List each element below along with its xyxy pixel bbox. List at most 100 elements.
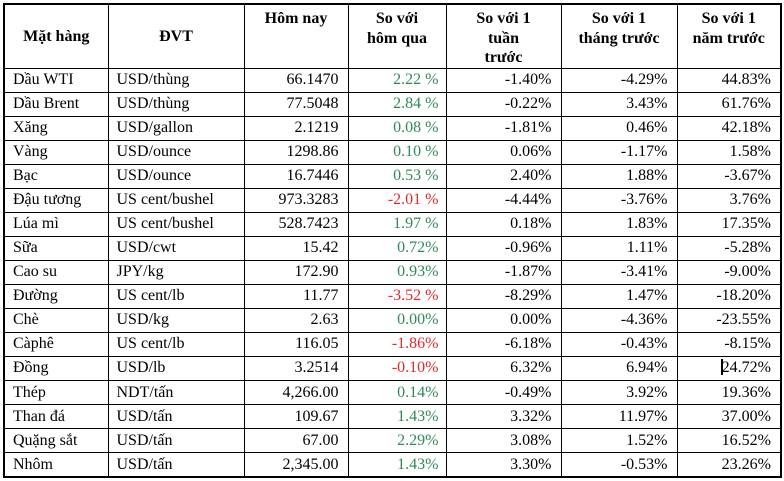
change-today-cell[interactable]: 1.43% xyxy=(347,403,447,429)
today-cell[interactable]: 67.00 xyxy=(243,427,349,453)
commodity-cell[interactable]: Đồng xyxy=(3,355,109,381)
change-month-cell[interactable]: 11.97% xyxy=(560,403,678,429)
change-year-cell[interactable]: 61.76% xyxy=(676,91,782,117)
change-month-cell[interactable]: 6.94% xyxy=(560,355,678,381)
today-cell[interactable]: 77.5048 xyxy=(243,91,349,117)
today-cell[interactable]: 2.1219 xyxy=(243,115,349,141)
change-year-cell[interactable]: -23.55% xyxy=(676,307,782,333)
change-week-cell[interactable]: -1.40% xyxy=(445,67,562,93)
change-week-cell[interactable]: 6.32% xyxy=(445,355,562,381)
col-header-commodity[interactable]: Mặt hàng xyxy=(3,3,109,69)
change-week-cell[interactable]: 3.08% xyxy=(445,427,562,453)
change-year-cell[interactable]: 42.18% xyxy=(676,115,782,141)
col-header-vs-month[interactable]: So với 1 tháng trước xyxy=(560,3,678,69)
change-week-cell[interactable]: -0.96% xyxy=(445,235,562,261)
change-month-cell[interactable]: -3.76% xyxy=(560,187,678,213)
change-today-cell[interactable]: 2.84 % xyxy=(347,91,447,117)
change-week-cell[interactable]: -8.29% xyxy=(445,283,562,309)
change-today-cell[interactable]: 0.14% xyxy=(347,379,447,405)
change-year-cell[interactable]: 1.58% xyxy=(676,139,782,165)
change-year-cell[interactable]: -9.00% xyxy=(676,259,782,285)
unit-cell[interactable]: US cent/bushel xyxy=(107,211,245,237)
unit-cell[interactable]: USD/cwt xyxy=(107,235,245,261)
change-today-cell[interactable]: 0.72% xyxy=(347,235,447,261)
change-today-cell[interactable]: -3.52 % xyxy=(347,283,447,309)
change-month-cell[interactable]: -4.29% xyxy=(560,67,678,93)
unit-cell[interactable]: USD/tấn xyxy=(107,427,245,453)
change-month-cell[interactable]: 1.11% xyxy=(560,235,678,261)
unit-cell[interactable]: USD/ounce xyxy=(107,163,245,189)
change-week-cell[interactable]: -1.87% xyxy=(445,259,562,285)
today-cell[interactable]: 11.77 xyxy=(243,283,349,309)
change-month-cell[interactable]: 1.52% xyxy=(560,427,678,453)
change-month-cell[interactable]: -4.36% xyxy=(560,307,678,333)
today-cell[interactable]: 109.67 xyxy=(243,403,349,429)
today-cell[interactable]: 16.7446 xyxy=(243,163,349,189)
commodity-cell[interactable]: Đậu tương xyxy=(3,187,109,213)
change-year-cell[interactable]: 23.26% xyxy=(676,451,782,478)
change-month-cell[interactable]: -1.17% xyxy=(560,139,678,165)
today-cell[interactable]: 15.42 xyxy=(243,235,349,261)
unit-cell[interactable]: US cent/bushel xyxy=(107,187,245,213)
change-today-cell[interactable]: -1.86% xyxy=(347,331,447,357)
commodity-cell[interactable]: Thép xyxy=(3,379,109,405)
commodity-cell[interactable]: Sữa xyxy=(3,235,109,261)
change-today-cell[interactable]: 1.43% xyxy=(347,451,447,478)
change-month-cell[interactable]: 3.92% xyxy=(560,379,678,405)
today-cell[interactable]: 528.7423 xyxy=(243,211,349,237)
change-week-cell[interactable]: 0.00% xyxy=(445,307,562,333)
col-header-vs-week[interactable]: So với 1 tuần trước xyxy=(445,3,562,69)
change-today-cell[interactable]: 1.97 % xyxy=(347,211,447,237)
change-today-cell[interactable]: 0.93% xyxy=(347,259,447,285)
change-month-cell[interactable]: 1.83% xyxy=(560,211,678,237)
commodity-cell[interactable]: Than đá xyxy=(3,403,109,429)
unit-cell[interactable]: USD/tấn xyxy=(107,403,245,429)
change-year-cell[interactable]: 24.72% xyxy=(676,355,782,381)
commodity-cell[interactable]: Xăng xyxy=(3,115,109,141)
commodity-cell[interactable]: Vàng xyxy=(3,139,109,165)
change-today-cell[interactable]: 0.00% xyxy=(347,307,447,333)
change-year-cell[interactable]: 3.76% xyxy=(676,187,782,213)
change-week-cell[interactable]: -0.49% xyxy=(445,379,562,405)
commodity-cell[interactable]: Lúa mì xyxy=(3,211,109,237)
today-cell[interactable]: 2.63 xyxy=(243,307,349,333)
change-week-cell[interactable]: 2.40% xyxy=(445,163,562,189)
unit-cell[interactable]: USD/tấn xyxy=(107,451,245,478)
change-today-cell[interactable]: 0.10 % xyxy=(347,139,447,165)
today-cell[interactable]: 2,345.00 xyxy=(243,451,349,478)
change-today-cell[interactable]: 0.53 % xyxy=(347,163,447,189)
change-month-cell[interactable]: -0.43% xyxy=(560,331,678,357)
change-month-cell[interactable]: 0.46% xyxy=(560,115,678,141)
col-header-unit[interactable]: ĐVT xyxy=(107,3,245,69)
commodity-cell[interactable]: Nhôm xyxy=(3,451,109,478)
change-year-cell[interactable]: 16.52% xyxy=(676,427,782,453)
change-week-cell[interactable]: -6.18% xyxy=(445,331,562,357)
change-month-cell[interactable]: 1.47% xyxy=(560,283,678,309)
change-week-cell[interactable]: -4.44% xyxy=(445,187,562,213)
commodity-cell[interactable]: Dầu Brent xyxy=(3,91,109,117)
change-today-cell[interactable]: 0.08 % xyxy=(347,115,447,141)
unit-cell[interactable]: USD/lb xyxy=(107,355,245,381)
change-year-cell[interactable]: 19.36% xyxy=(676,379,782,405)
change-year-cell[interactable]: 44.83% xyxy=(676,67,782,93)
commodity-cell[interactable]: Bạc xyxy=(3,163,109,189)
change-year-cell[interactable]: -8.15% xyxy=(676,331,782,357)
change-month-cell[interactable]: 3.43% xyxy=(560,91,678,117)
unit-cell[interactable]: USD/ounce xyxy=(107,139,245,165)
change-week-cell[interactable]: 3.32% xyxy=(445,403,562,429)
change-month-cell[interactable]: 1.88% xyxy=(560,163,678,189)
change-today-cell[interactable]: -0.10% xyxy=(347,355,447,381)
unit-cell[interactable]: US cent/lb xyxy=(107,331,245,357)
unit-cell[interactable]: NDT/tấn xyxy=(107,379,245,405)
commodity-cell[interactable]: Quặng sắt xyxy=(3,427,109,453)
unit-cell[interactable]: USD/gallon xyxy=(107,115,245,141)
change-month-cell[interactable]: -3.41% xyxy=(560,259,678,285)
change-month-cell[interactable]: -0.53% xyxy=(560,451,678,478)
today-cell[interactable]: 4,266.00 xyxy=(243,379,349,405)
unit-cell[interactable]: USD/kg xyxy=(107,307,245,333)
commodity-cell[interactable]: Chè xyxy=(3,307,109,333)
change-week-cell[interactable]: -0.22% xyxy=(445,91,562,117)
today-cell[interactable]: 3.2514 xyxy=(243,355,349,381)
col-header-vs-year[interactable]: So với 1 năm trước xyxy=(676,3,782,69)
unit-cell[interactable]: USD/thùng xyxy=(107,91,245,117)
